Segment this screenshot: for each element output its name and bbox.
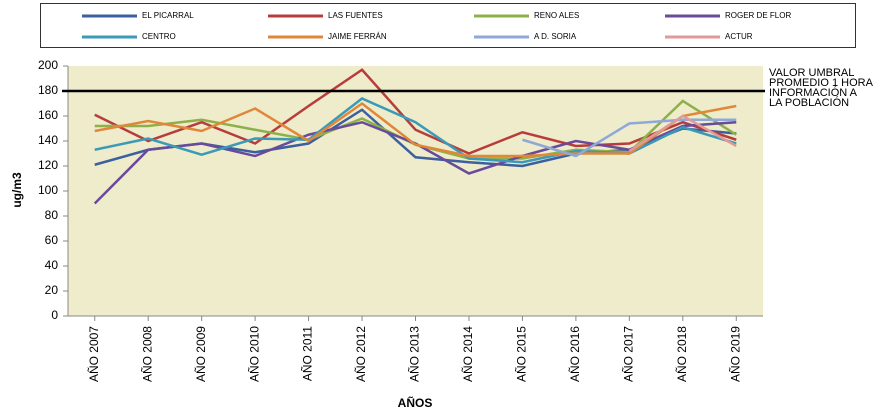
legend-label: LAS FUENTES — [328, 11, 383, 20]
legend-box — [40, 3, 856, 48]
threshold-annotation: LA POBLACIÓN — [769, 96, 849, 109]
x-tick-label: AÑO 2010 — [247, 326, 261, 382]
x-tick-label: AÑO 2019 — [728, 326, 742, 382]
x-tick-label: AÑO 2015 — [515, 326, 529, 382]
legend-label: CENTRO — [142, 32, 176, 41]
threshold-annotation: PROMEDIO 1 HORA — [769, 77, 874, 89]
legend-label: ACTUR — [725, 32, 753, 41]
y-tick-label: 60 — [45, 233, 59, 247]
y-tick-label: 100 — [38, 183, 58, 197]
y-tick-label: 160 — [38, 108, 58, 122]
legend-label: EL PICARRAL — [142, 11, 194, 20]
series-line — [628, 114, 737, 153]
y-tick-label: 80 — [45, 208, 59, 222]
y-tick-label: 40 — [45, 258, 59, 272]
x-tick-label: AÑO 2007 — [87, 326, 101, 382]
plot-area — [68, 66, 763, 316]
x-axis-label: AÑOS — [398, 395, 433, 410]
x-tick-label: AÑO 2017 — [622, 326, 636, 382]
x-tick-label: AÑO 2013 — [408, 326, 422, 382]
y-tick-label: 120 — [38, 158, 58, 172]
y-tick-label: 140 — [38, 133, 58, 147]
threshold-annotation: VALOR UMBRAL — [769, 67, 854, 79]
x-tick-label: AÑO 2008 — [140, 326, 154, 382]
legend-label: A D. SORIA — [534, 32, 577, 41]
y-tick-label: 200 — [38, 58, 58, 72]
series-line — [94, 101, 737, 158]
legend-label: RENO ALES — [534, 11, 579, 20]
series-line — [522, 118, 737, 158]
threshold-annotation: INFORMACIÓN A — [769, 86, 858, 99]
x-tick-label: AÑO 2012 — [354, 326, 368, 382]
x-tick-label: AÑO 2011 — [301, 326, 315, 381]
y-tick-label: 0 — [51, 308, 58, 322]
x-tick-label: AÑO 2009 — [194, 326, 208, 382]
legend-label: JAIME FERRÁN — [328, 32, 387, 41]
y-axis-label: ug/m3 — [10, 172, 24, 208]
x-tick-label: AÑO 2018 — [675, 326, 689, 382]
x-tick-label: AÑO 2014 — [461, 326, 475, 382]
legend-label: ROGER DE FLOR — [725, 11, 791, 20]
y-tick-label: 180 — [38, 83, 58, 97]
x-tick-label: AÑO 2016 — [568, 326, 582, 382]
y-tick-label: 20 — [45, 283, 59, 297]
series-line — [94, 68, 737, 155]
